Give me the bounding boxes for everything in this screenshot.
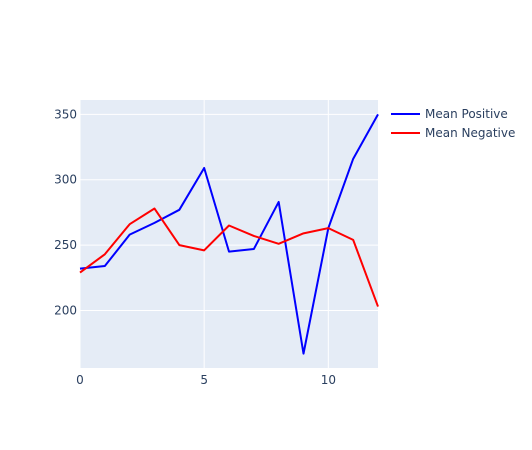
y-tick-label: 300 <box>54 173 77 187</box>
axis-tick-labels: 200 250 300 350 0 5 10 <box>54 107 336 387</box>
plot-area <box>80 100 378 368</box>
legend-item-mean-negative[interactable]: Mean Negative <box>391 126 515 140</box>
y-tick-label: 200 <box>54 303 77 317</box>
x-tick-label: 10 <box>321 373 336 387</box>
series-layer <box>79 113 379 355</box>
y-tick-label: 250 <box>54 238 77 252</box>
grid-lines <box>79 100 378 368</box>
series-line-mean-negative[interactable] <box>79 207 379 307</box>
y-tick-label: 350 <box>54 107 77 121</box>
x-tick-label: 5 <box>200 373 208 387</box>
legend-label: Mean Positive <box>425 107 508 121</box>
legend-label: Mean Negative <box>425 126 515 140</box>
legend[interactable]: Mean Positive Mean Negative <box>391 107 515 140</box>
legend-item-mean-positive[interactable]: Mean Positive <box>391 107 508 121</box>
x-tick-label: 0 <box>76 373 84 387</box>
